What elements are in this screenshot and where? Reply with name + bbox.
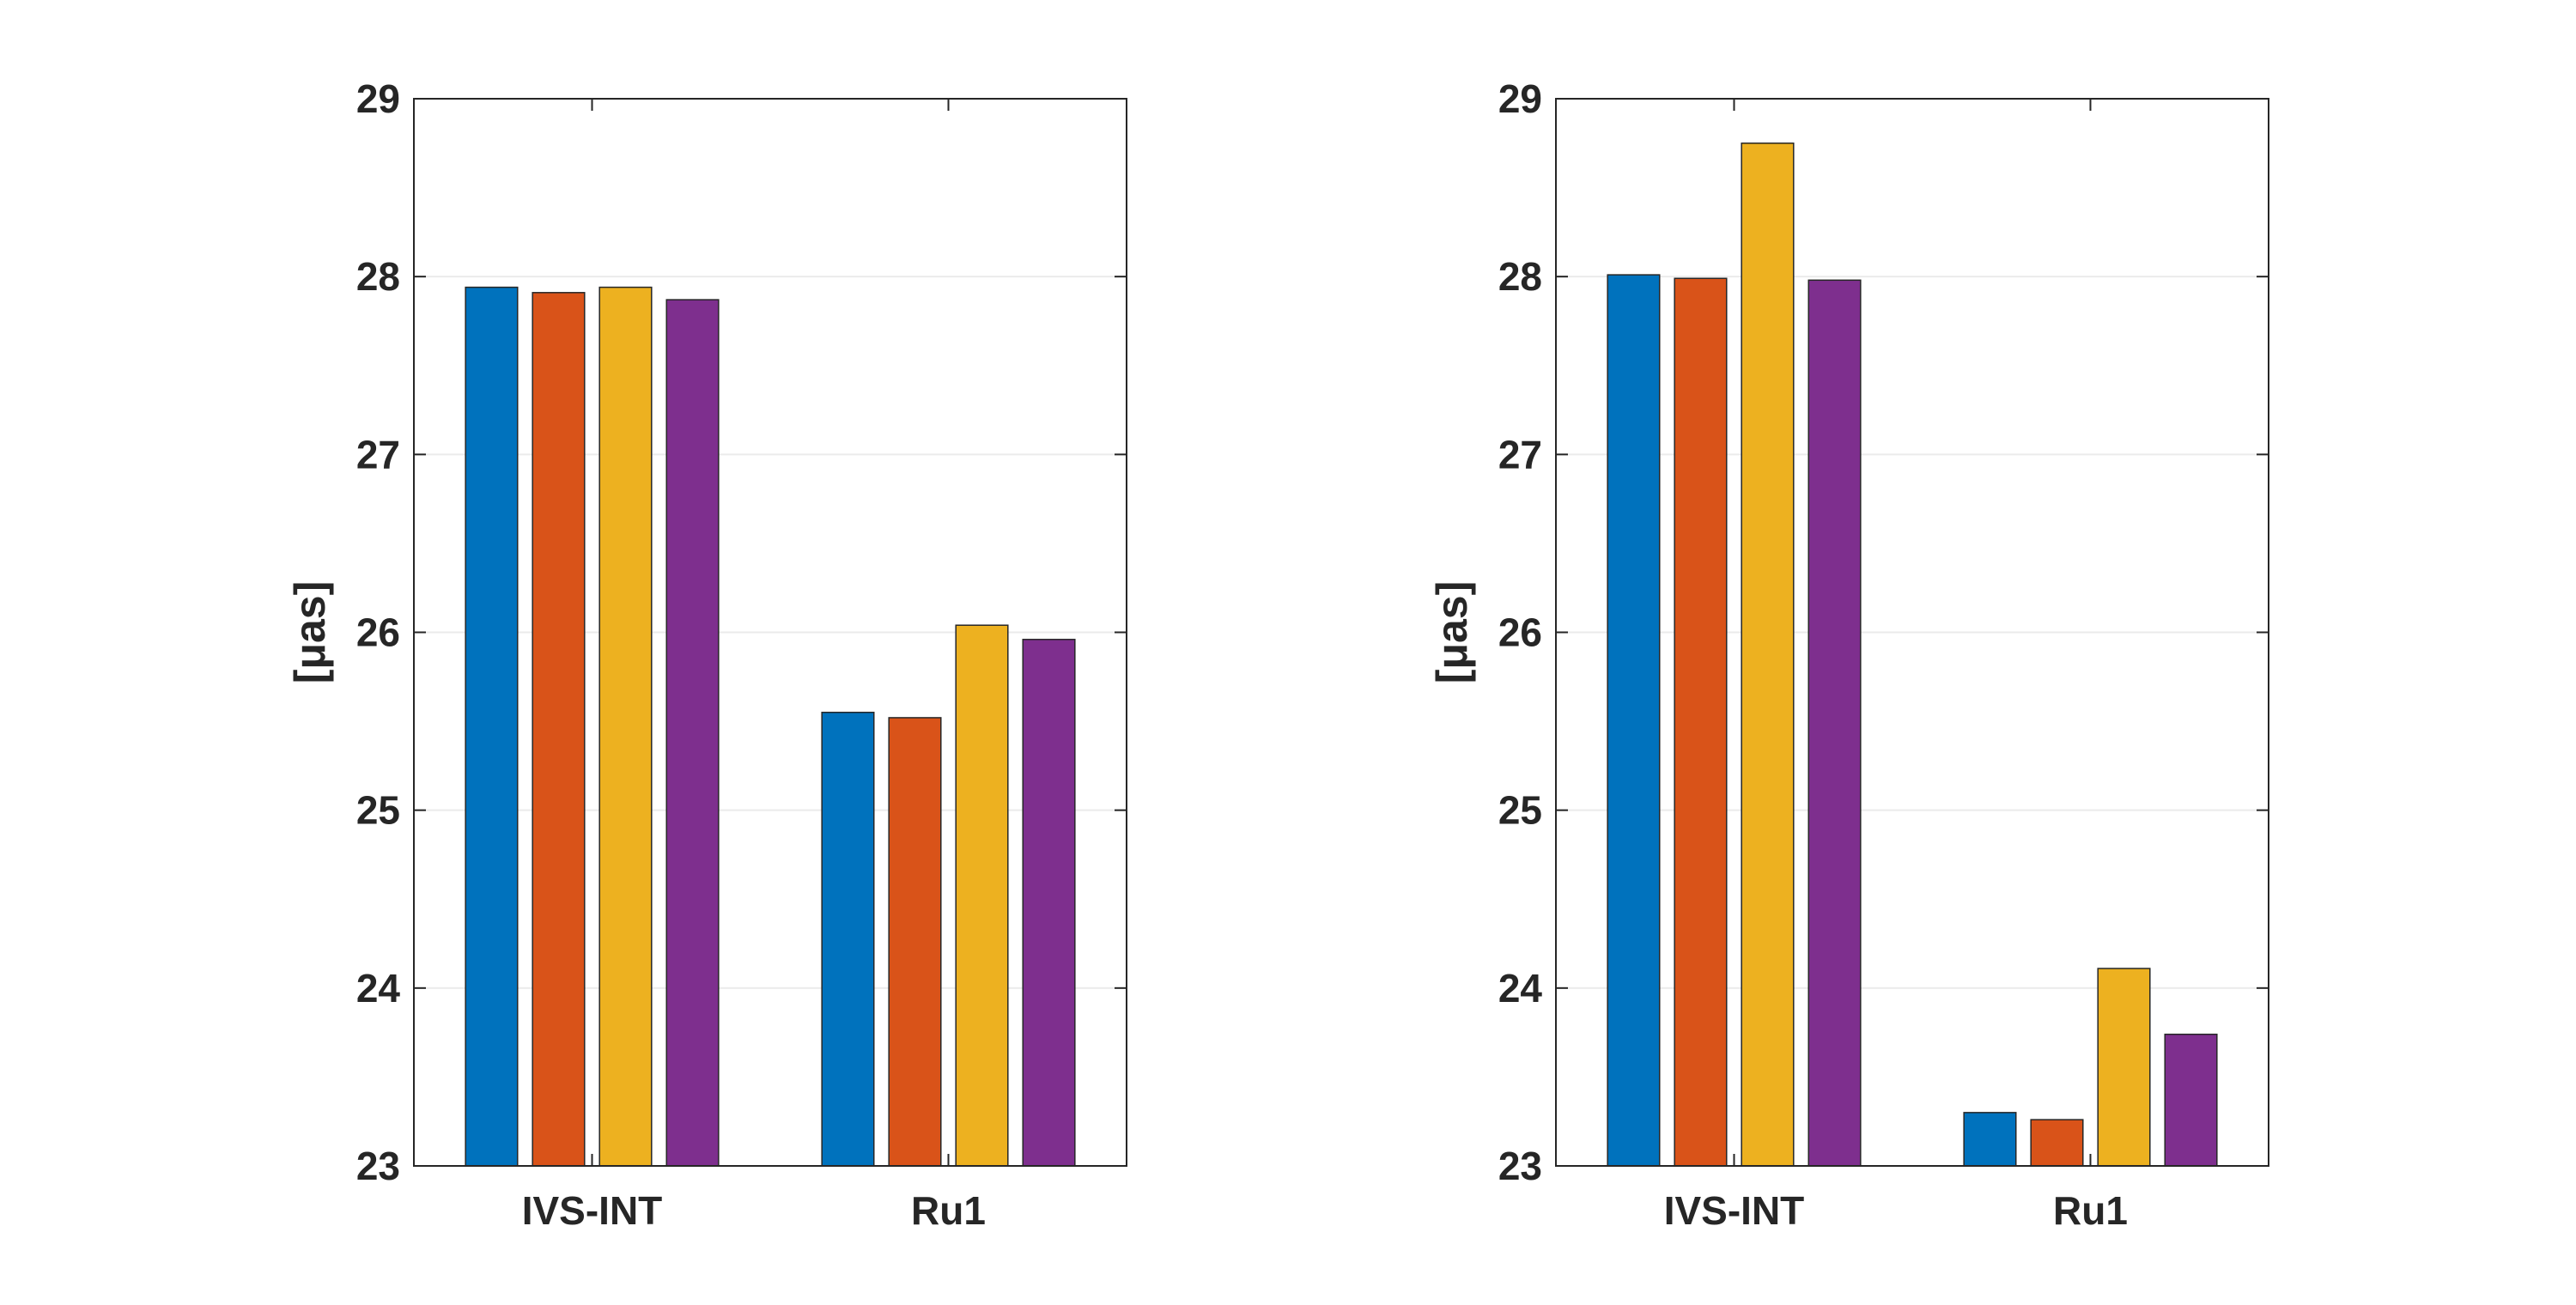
bar-ivs-int-series-4 bbox=[1807, 279, 1862, 1167]
y-tick-label: 26 bbox=[356, 610, 400, 655]
y-tick-label: 23 bbox=[1498, 1144, 1542, 1188]
y-axis-label: [μas] bbox=[1428, 581, 1476, 684]
x-category-label: IVS-INT bbox=[522, 1188, 663, 1233]
y-tick-label: 25 bbox=[356, 788, 400, 833]
y-tick-label: 24 bbox=[1498, 966, 1543, 1011]
y-tick-label: 27 bbox=[1498, 432, 1542, 476]
bar-ivs-int-series-1 bbox=[465, 286, 519, 1167]
axes-box bbox=[1555, 98, 2269, 1167]
bar-ru1-series-1 bbox=[1963, 1112, 2017, 1167]
y-axis-label: [μas] bbox=[286, 581, 334, 684]
bar-ru1-series-1 bbox=[821, 711, 875, 1167]
bar-ivs-int-series-3 bbox=[1741, 143, 1795, 1167]
axes-box bbox=[413, 98, 1127, 1167]
bar-ivs-int-series-3 bbox=[598, 286, 653, 1167]
bar-ru1-series-3 bbox=[2097, 968, 2151, 1167]
bar-ivs-int-series-2 bbox=[532, 292, 586, 1167]
bar-ru1-series-2 bbox=[888, 717, 942, 1167]
y-tick-label: 27 bbox=[356, 432, 400, 476]
bar-ivs-int-series-2 bbox=[1674, 277, 1728, 1167]
bar-ivs-int-series-1 bbox=[1607, 274, 1661, 1167]
y-tick-label: 26 bbox=[1498, 610, 1542, 655]
y-tick-label: 23 bbox=[356, 1144, 400, 1188]
y-tick-label: 29 bbox=[356, 76, 400, 121]
bar-ru1-series-2 bbox=[2030, 1119, 2084, 1167]
bar-ru1-series-4 bbox=[2164, 1033, 2218, 1167]
y-tick-label: 29 bbox=[1498, 76, 1542, 121]
y-tick-label: 25 bbox=[1498, 788, 1542, 833]
bar-ivs-int-series-4 bbox=[665, 299, 720, 1167]
bar-chart-right: 23 24 25 26 27 28 29 IVS-INT Ru1 [μas] bbox=[1428, 76, 2269, 1233]
x-category-label: IVS-INT bbox=[1664, 1188, 1805, 1233]
y-tick-label: 28 bbox=[356, 254, 400, 299]
bar-chart-left: 23 24 25 26 27 28 29 IVS-INT Ru1 [μas] bbox=[286, 76, 1127, 1233]
x-category-label: Ru1 bbox=[911, 1188, 986, 1233]
bar-ru1-series-4 bbox=[1022, 639, 1076, 1167]
bar-ru1-series-3 bbox=[955, 624, 1009, 1167]
y-tick-label: 24 bbox=[356, 966, 401, 1011]
x-category-label: Ru1 bbox=[2053, 1188, 2128, 1233]
y-tick-label: 28 bbox=[1498, 254, 1542, 299]
